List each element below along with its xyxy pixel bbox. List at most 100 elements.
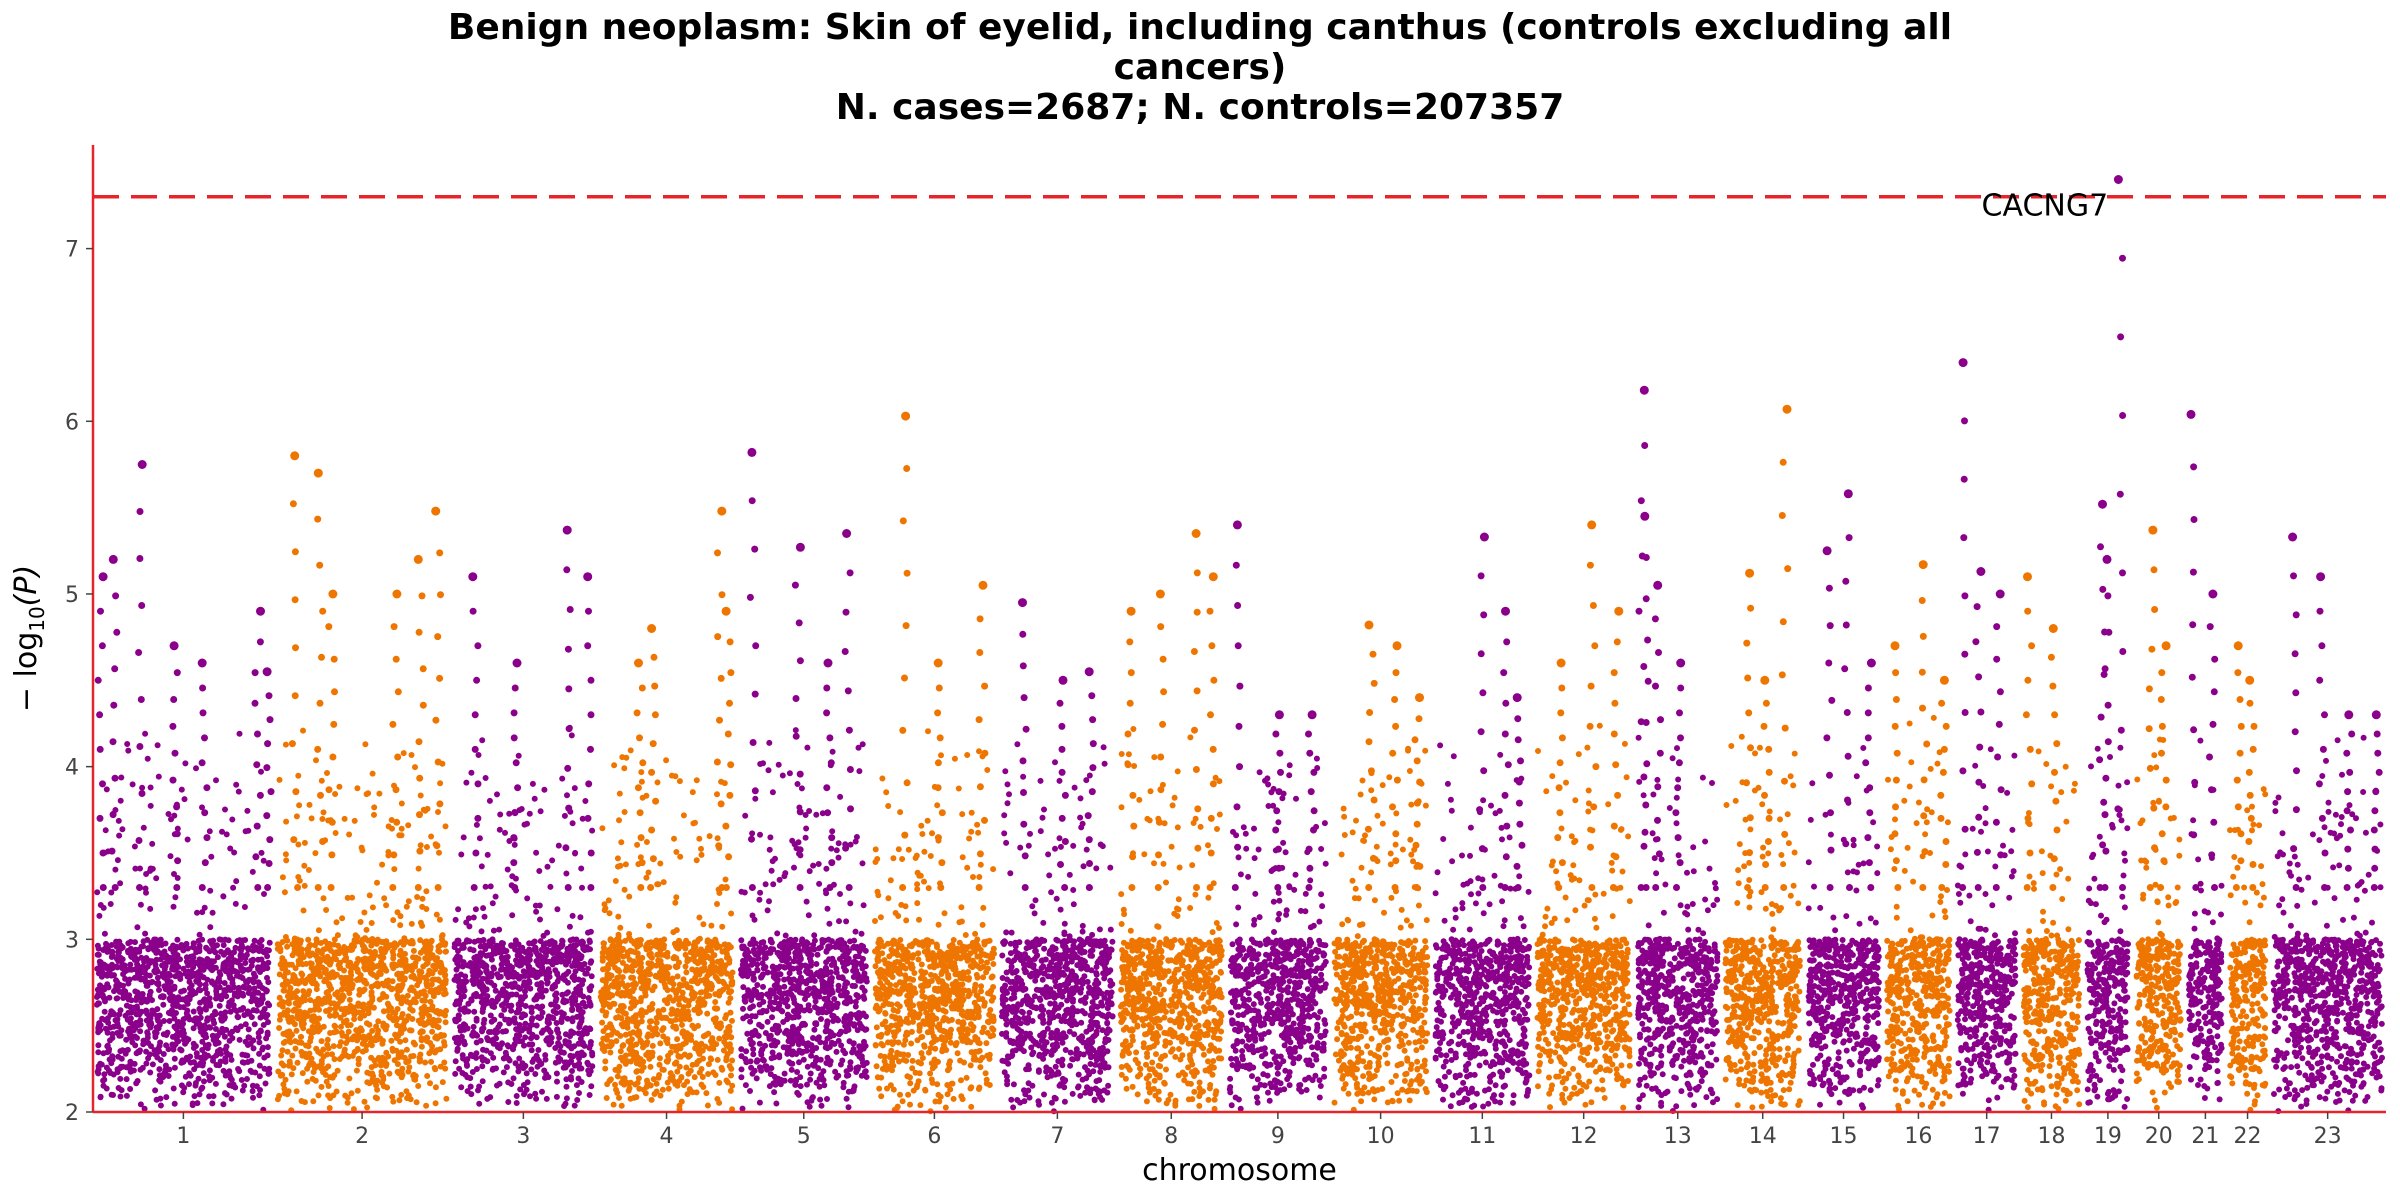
snp-point (1642, 595, 1650, 603)
snp-point (1843, 489, 1853, 499)
snp-point (2210, 688, 2218, 696)
snp-point (2246, 699, 2254, 707)
snp-point (2158, 830, 2166, 838)
snp-point (1841, 665, 1849, 673)
snp-point (1587, 520, 1597, 530)
snp-point (1192, 766, 1200, 773)
snp-point (2288, 532, 2298, 542)
snp-point (1781, 724, 1789, 732)
snp-point (981, 749, 989, 757)
snp-point (1503, 638, 1511, 646)
snp-point (1973, 848, 1981, 856)
snp-point (1958, 358, 1968, 368)
snp-point (136, 884, 143, 891)
snp-point (2318, 814, 2326, 822)
snp-point (1501, 606, 1510, 616)
chromosome-6-peak-2 (933, 658, 946, 891)
snp-point (1675, 759, 1683, 767)
snp-point (565, 725, 573, 733)
snp-point (325, 786, 333, 794)
snp-point (313, 468, 323, 478)
snp-point (975, 884, 983, 891)
snp-point (1392, 830, 1400, 838)
snp-point (390, 851, 398, 859)
snp-point (436, 549, 444, 557)
gene-annotation-label: CACNG7 (1982, 189, 2109, 224)
snp-point (1479, 689, 1487, 697)
snp-point (1129, 853, 1137, 861)
snp-point (473, 676, 481, 684)
snp-point (824, 809, 832, 817)
snp-point (938, 859, 946, 867)
snp-point (1960, 475, 1968, 483)
snp-point (99, 780, 106, 788)
snp-point (198, 759, 206, 767)
snp-point (2053, 826, 2061, 834)
snp-point (1747, 604, 1755, 612)
snp-point (2315, 780, 2323, 788)
snp-point (94, 676, 102, 684)
snp-point (827, 759, 835, 767)
snp-point (1236, 682, 1244, 690)
chromosome-20-points (2133, 736, 2184, 1111)
snp-point (1760, 675, 1770, 685)
snp-point (899, 884, 907, 891)
snp-point (418, 592, 426, 600)
snp-point (2119, 648, 2127, 655)
snp-point (1677, 734, 1684, 742)
snp-point (2051, 768, 2058, 776)
snp-point (1275, 788, 1283, 796)
snp-point (565, 804, 573, 812)
snp-point (1191, 726, 1198, 734)
snp-point (111, 884, 119, 891)
snp-point (2053, 740, 2061, 748)
snp-point (136, 555, 144, 562)
snp-point (1157, 623, 1165, 631)
snp-point (389, 720, 397, 728)
x-tick-label-8: 8 (1164, 1124, 1178, 1149)
snp-point (2233, 776, 2241, 784)
snp-point (1653, 580, 1663, 590)
x-tick-label-21: 21 (2191, 1124, 2219, 1149)
snp-point (1021, 852, 1029, 860)
snp-point (2049, 884, 2057, 891)
chromosome-7-peak-2 (1056, 675, 1069, 891)
snp-point (1207, 849, 1215, 857)
x-tick-label-22: 22 (2234, 1124, 2262, 1149)
snp-point (1942, 861, 1950, 868)
snp-point (584, 642, 592, 650)
snp-point (1020, 789, 1027, 796)
snp-point (1514, 715, 1522, 723)
snp-point (1416, 778, 1424, 786)
snp-point (1061, 791, 1069, 799)
snp-point (1085, 836, 1093, 844)
snp-point (1085, 884, 1093, 891)
snp-point (1477, 650, 1485, 658)
chromosome-13-peak-2 (1640, 511, 1652, 891)
snp-point (1845, 534, 1853, 542)
snp-point (252, 853, 260, 861)
snp-point (726, 791, 734, 799)
snp-point (1191, 529, 1201, 538)
snp-point (1992, 818, 2000, 826)
chromosome-9-points (1226, 755, 1329, 1112)
snp-point (1891, 830, 1899, 838)
snp-point (1089, 740, 1097, 748)
snp-point (2119, 884, 2126, 891)
snp-point (901, 831, 909, 839)
snp-point (316, 699, 324, 707)
snp-point (2049, 682, 2057, 690)
snp-point (1276, 749, 1284, 757)
snp-point (1232, 561, 1240, 569)
snp-point (796, 808, 804, 816)
snp-point (1021, 884, 1029, 891)
snp-point (842, 608, 850, 616)
snp-point (1392, 669, 1400, 677)
snp-point (2102, 774, 2110, 782)
snp-point (2237, 830, 2245, 838)
snp-point (2162, 776, 2170, 784)
snp-point (1232, 520, 1242, 530)
snp-point (2348, 730, 2356, 738)
snp-point (2160, 857, 2168, 865)
snp-point (173, 884, 181, 891)
